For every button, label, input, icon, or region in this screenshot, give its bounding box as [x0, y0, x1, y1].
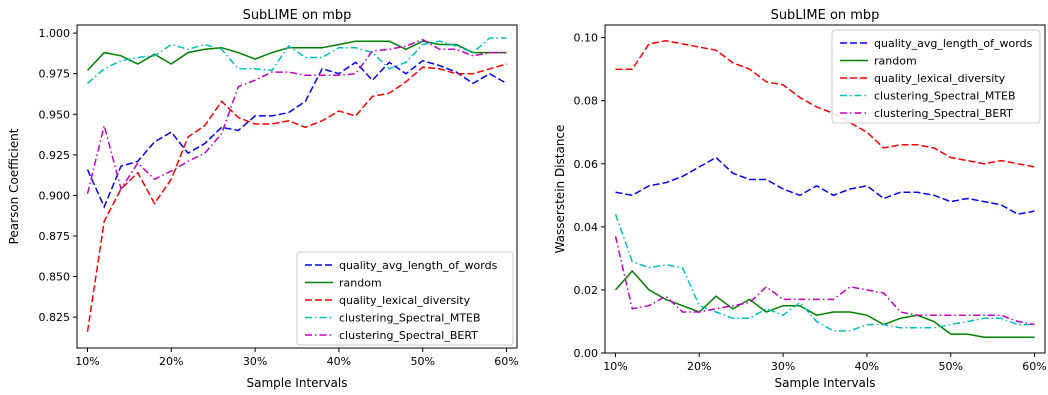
series-line-clustering-spectral-bert — [86, 38, 507, 194]
legend-label: quality_lexical_diversity — [874, 72, 1006, 85]
x-tick-label: 30% — [771, 360, 795, 373]
chart-title: SubLIME on mbp — [771, 8, 880, 23]
y-axis-label: Pearson Coefficient — [7, 128, 21, 244]
x-axis-label: Sample Intervals — [774, 376, 875, 390]
legend-label: clustering_Spectral_MTEB — [339, 312, 481, 325]
series-line-quality-avg-length-of-words — [86, 59, 507, 209]
chart-title: SubLIME on mbp — [243, 8, 352, 23]
x-tick-label: 20% — [159, 355, 183, 368]
x-tick-label: 50% — [938, 360, 962, 373]
y-tick-label: 0.900 — [39, 189, 71, 202]
legend-label: clustering_Spectral_BERT — [339, 329, 478, 342]
legend-label: random — [874, 55, 917, 68]
legend-label: clustering_Spectral_MTEB — [874, 90, 1016, 103]
x-tick-label: 10% — [75, 355, 99, 368]
x-tick-label: 30% — [243, 355, 267, 368]
series-line-quality-avg-length-of-words — [615, 156, 1035, 215]
y-tick-label: 0.00 — [574, 347, 599, 360]
x-tick-label: 60% — [1022, 360, 1046, 373]
series-line-random — [86, 40, 507, 71]
chart-panel-2: SubLIME on mbp 10% 20% 30% 40% 50% 60% 0.00 0.02… — [553, 8, 1047, 390]
y-axis-label: Wasserstein Distance — [553, 125, 567, 254]
series-line-clustering-spectral-bert — [614, 236, 1035, 326]
x-tick-label: 40% — [327, 355, 351, 368]
plot-frame — [604, 24, 1046, 354]
x-tick-label: 10% — [603, 360, 627, 373]
legend-label: random — [339, 277, 382, 290]
x-tick-label: 50% — [410, 355, 434, 368]
legend-label: quality_lexical_diversity — [339, 294, 471, 307]
legend-label: clustering_Spectral_BERT — [874, 107, 1013, 120]
y-tick-label: 0.06 — [574, 158, 599, 171]
y-tick-label: 0.10 — [574, 32, 599, 45]
y-tick-label: 0.04 — [574, 221, 599, 234]
series-line-random — [614, 269, 1035, 338]
y-tick-label: 0.925 — [39, 149, 71, 162]
x-tick-label: 40% — [855, 360, 879, 373]
series-line-quality-lexical-diversity — [86, 63, 507, 332]
y-tick-label: 0.875 — [39, 230, 71, 243]
plot-frame — [76, 24, 518, 349]
legend-label: quality_avg_length_of_words — [339, 259, 498, 272]
y-tick-label: 0.975 — [39, 68, 71, 81]
y-tick-label: 0.950 — [39, 108, 71, 121]
y-tick-label: 0.850 — [39, 271, 71, 284]
chart-panel-1: SubLIME on mbp 10% 20% 30% 40% 50% 60% 0.825 0.8… — [7, 8, 519, 390]
x-tick-label: 60% — [494, 355, 518, 368]
legend-box — [831, 29, 1041, 124]
legend-label: quality_avg_length_of_words — [874, 37, 1033, 50]
x-axis-label: Sample Intervals — [246, 376, 347, 390]
legend-box — [296, 251, 514, 346]
y-tick-label: 1.000 — [39, 27, 71, 40]
series-line-quality-lexical-diversity — [615, 40, 1035, 168]
series-line-clustering-spectral-mteb — [87, 37, 507, 84]
y-tick-label: 0.825 — [39, 311, 71, 324]
x-tick-label: 20% — [687, 360, 711, 373]
y-tick-label: 0.02 — [574, 284, 599, 297]
y-tick-label: 0.08 — [574, 95, 599, 108]
